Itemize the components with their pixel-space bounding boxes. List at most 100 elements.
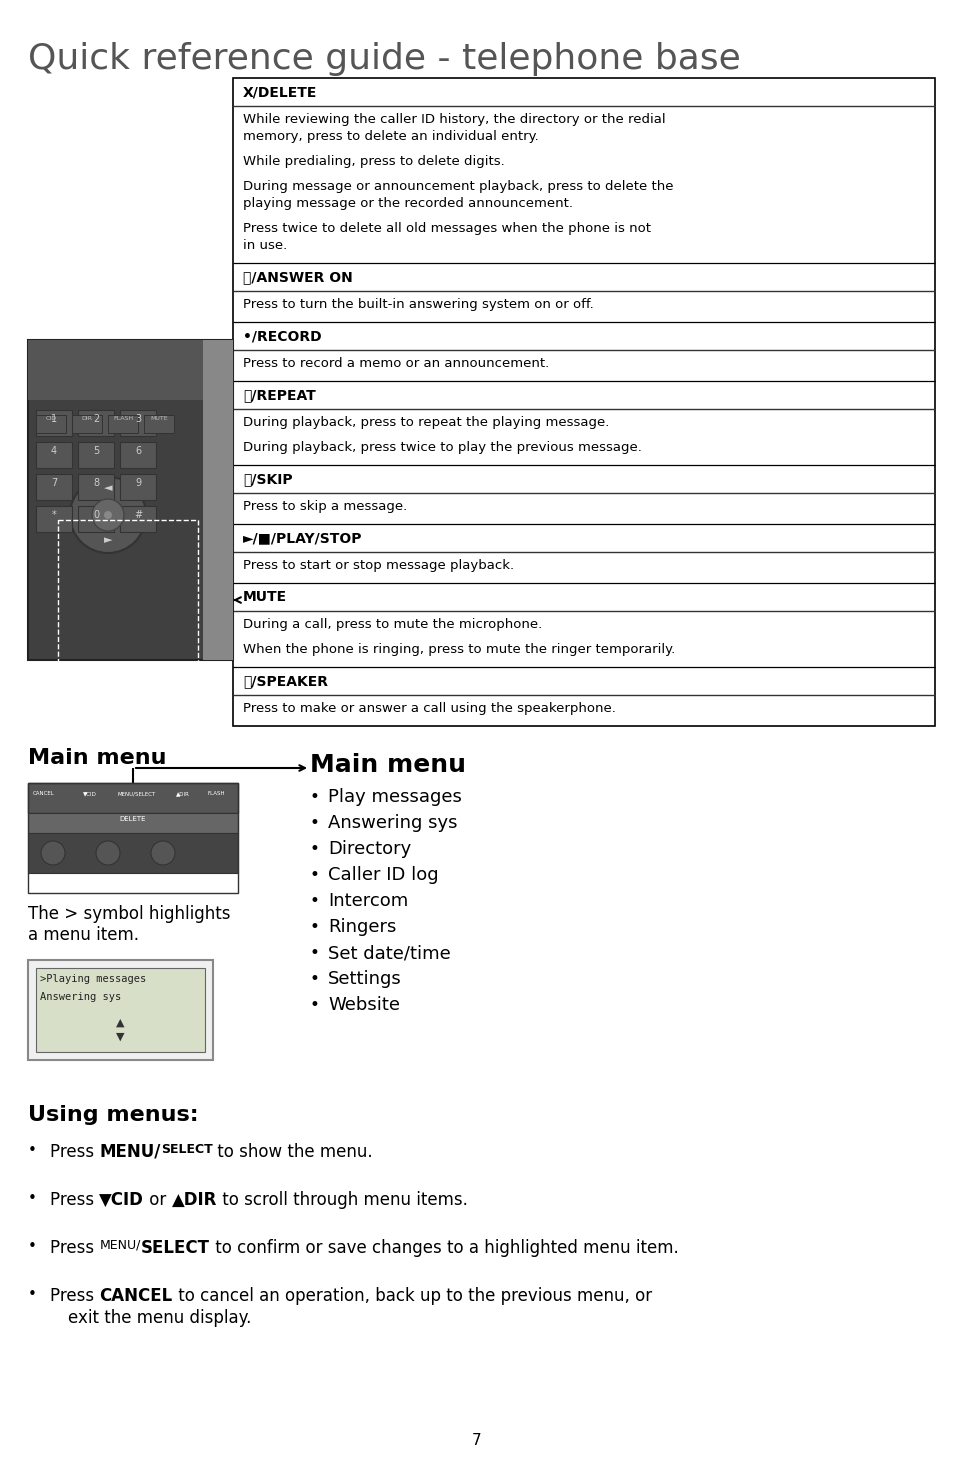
Bar <box>120 442 156 468</box>
Text: ►: ► <box>104 534 112 545</box>
Text: to scroll through menu items.: to scroll through menu items. <box>217 1191 468 1209</box>
Bar <box>36 506 71 531</box>
Bar <box>28 340 233 400</box>
Text: Settings: Settings <box>328 970 401 988</box>
Text: Main menu: Main menu <box>28 748 167 768</box>
Text: Press twice to delete all old messages when the phone is not: Press twice to delete all old messages w… <box>243 222 650 236</box>
Circle shape <box>104 511 112 520</box>
Bar <box>36 442 71 468</box>
Text: #: # <box>133 509 142 520</box>
Text: ▲DIR: ▲DIR <box>172 1191 217 1209</box>
Bar <box>28 833 237 873</box>
Text: •: • <box>310 919 319 936</box>
Text: During playback, press to repeat the playing message.: During playback, press to repeat the pla… <box>243 417 609 428</box>
Text: During message or announcement playback, press to delete the: During message or announcement playback,… <box>243 180 673 193</box>
Bar <box>78 411 113 436</box>
Text: CANCEL: CANCEL <box>33 790 54 796</box>
Text: When the phone is ringing, press to mute the ringer temporarily.: When the phone is ringing, press to mute… <box>243 643 675 657</box>
Text: FLASH: FLASH <box>112 417 132 421</box>
Text: •: • <box>310 814 319 832</box>
Text: 🔊/SPEAKER: 🔊/SPEAKER <box>243 674 328 687</box>
Bar <box>233 78 934 726</box>
Text: ▼CID: ▼CID <box>99 1191 144 1209</box>
Text: Website: Website <box>328 997 399 1014</box>
Text: ▲DIR: ▲DIR <box>175 790 190 796</box>
Text: playing message or the recorded announcement.: playing message or the recorded announce… <box>243 197 573 210</box>
Text: 3: 3 <box>134 414 141 424</box>
Text: •: • <box>310 892 319 910</box>
Text: Press: Press <box>50 1239 99 1257</box>
Text: •: • <box>28 1239 37 1254</box>
Bar <box>144 415 173 433</box>
Text: MUTE: MUTE <box>150 417 168 421</box>
Text: Quick reference guide - telephone base: Quick reference guide - telephone base <box>28 43 740 77</box>
Text: Press to make or answer a call using the speakerphone.: Press to make or answer a call using the… <box>243 702 616 715</box>
Bar <box>78 442 113 468</box>
Bar <box>36 411 71 436</box>
Text: Ringers: Ringers <box>328 919 395 936</box>
Text: 8: 8 <box>92 478 99 489</box>
Text: Press: Press <box>50 1142 99 1161</box>
Text: SELECT: SELECT <box>161 1142 213 1156</box>
Text: Play messages: Play messages <box>328 788 461 807</box>
Text: 9: 9 <box>134 478 141 489</box>
Text: or: or <box>144 1191 172 1209</box>
Text: SELECT: SELECT <box>141 1239 210 1257</box>
Bar <box>28 783 237 813</box>
Text: in use.: in use. <box>243 238 287 252</box>
Text: •: • <box>310 788 319 807</box>
Bar <box>78 506 113 531</box>
Text: X/DELETE: X/DELETE <box>243 85 317 99</box>
Bar <box>28 340 233 659</box>
Bar <box>120 474 156 500</box>
Text: to show the menu.: to show the menu. <box>213 1142 373 1161</box>
Bar <box>36 474 71 500</box>
Text: •: • <box>310 944 319 963</box>
Bar <box>108 415 138 433</box>
Text: 4: 4 <box>51 446 57 456</box>
Text: Answering sys: Answering sys <box>328 814 457 832</box>
Text: 5: 5 <box>92 446 99 456</box>
Bar <box>120 411 156 436</box>
Text: to confirm or save changes to a highlighted menu item.: to confirm or save changes to a highligh… <box>210 1239 678 1257</box>
Text: Press to skip a message.: Press to skip a message. <box>243 500 407 514</box>
Text: ►/■/PLAY/STOP: ►/■/PLAY/STOP <box>243 531 362 545</box>
Text: MENU/SELECT: MENU/SELECT <box>118 790 156 796</box>
Circle shape <box>151 841 174 866</box>
Text: *: * <box>51 509 56 520</box>
Bar <box>36 415 66 433</box>
Text: ⏩/SKIP: ⏩/SKIP <box>243 473 293 486</box>
Text: 1: 1 <box>51 414 57 424</box>
Text: MENU/: MENU/ <box>99 1239 141 1253</box>
Text: The > symbol highlights
a menu item.: The > symbol highlights a menu item. <box>28 905 231 944</box>
Text: Directory: Directory <box>328 841 411 858</box>
Circle shape <box>70 477 146 553</box>
Text: •: • <box>28 1142 37 1158</box>
Text: ⏪/REPEAT: ⏪/REPEAT <box>243 389 315 402</box>
Text: •/RECORD: •/RECORD <box>243 330 321 343</box>
Bar <box>28 813 237 833</box>
Text: CANCEL: CANCEL <box>99 1287 172 1306</box>
Circle shape <box>41 841 65 866</box>
Text: ▼: ▼ <box>115 1032 124 1042</box>
Bar <box>78 474 113 500</box>
Bar <box>120 506 156 531</box>
Bar <box>58 520 198 680</box>
Bar <box>28 960 213 1060</box>
Text: 7: 7 <box>472 1434 481 1448</box>
Text: Caller ID log: Caller ID log <box>328 866 438 885</box>
Text: CID: CID <box>46 417 56 421</box>
Text: During a call, press to mute the microphone.: During a call, press to mute the microph… <box>243 618 541 631</box>
Text: ⏻/ANSWER ON: ⏻/ANSWER ON <box>243 269 353 284</box>
Text: to cancel an operation, back up to the previous menu, or: to cancel an operation, back up to the p… <box>172 1287 651 1306</box>
Text: Answering sys: Answering sys <box>40 992 121 1002</box>
Bar <box>36 969 205 1052</box>
Text: 2: 2 <box>92 414 99 424</box>
Text: Press: Press <box>50 1191 99 1209</box>
Circle shape <box>91 499 124 531</box>
Text: FLASH: FLASH <box>208 790 226 796</box>
Text: Press to start or stop message playback.: Press to start or stop message playback. <box>243 559 514 573</box>
Bar <box>28 783 237 894</box>
Text: •: • <box>310 866 319 885</box>
Bar <box>71 415 102 433</box>
